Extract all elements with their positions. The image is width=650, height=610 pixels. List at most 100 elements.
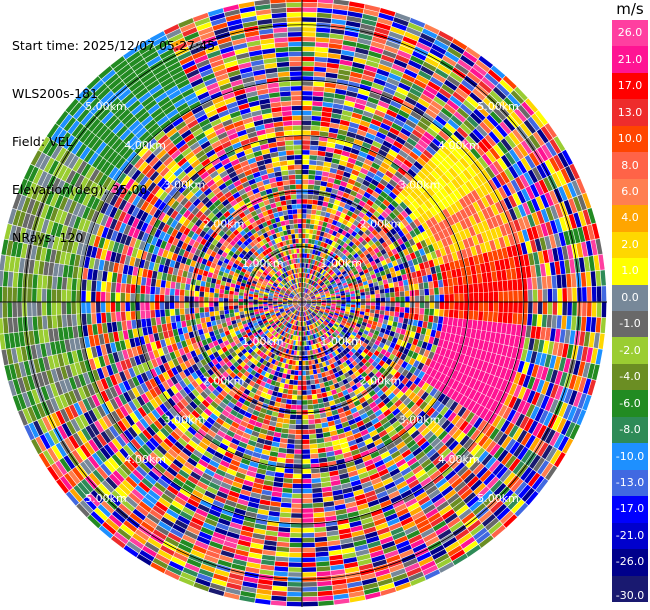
ppi-cell <box>322 278 328 283</box>
ppi-cell <box>366 246 374 253</box>
ppi-cell <box>484 73 499 86</box>
ppi-cell <box>302 459 311 464</box>
ppi-cell <box>310 275 314 280</box>
ppi-cell <box>506 246 514 258</box>
ppi-cell <box>375 293 380 298</box>
ppi-cell <box>321 264 326 269</box>
ppi-cell <box>310 219 315 225</box>
ppi-cell <box>302 2 318 8</box>
ppi-cell <box>419 116 432 127</box>
ppi-cell <box>451 178 461 189</box>
ppi-cell <box>314 240 319 245</box>
ppi-cell <box>388 243 396 251</box>
ppi-cell <box>500 100 514 114</box>
ppi-cell <box>272 436 281 443</box>
ppi-cell <box>459 157 470 169</box>
ppi-cell <box>419 153 430 163</box>
ppi-cell <box>434 213 442 223</box>
ppi-cell <box>290 370 295 375</box>
ppi-cell <box>314 527 327 533</box>
ppi-cell <box>311 254 315 260</box>
ppi-cell <box>384 113 396 123</box>
ppi-cell <box>305 295 309 299</box>
ppi-cell <box>485 194 495 206</box>
ppi-cell <box>503 302 509 313</box>
ppi-cell <box>313 507 325 513</box>
ppi-cell <box>421 221 430 231</box>
ppi-cell <box>435 134 447 145</box>
ppi-cell <box>346 162 355 169</box>
ppi-cell <box>543 177 553 192</box>
ppi-cell <box>448 286 454 294</box>
ppi-cell <box>385 153 396 162</box>
ppi-cell <box>302 66 314 72</box>
ppi-cell <box>524 154 536 169</box>
ppi-cell <box>334 418 342 425</box>
ppi-cell <box>395 270 402 277</box>
ppi-cell <box>302 483 312 489</box>
ppi-cell <box>302 204 307 209</box>
ppi-cell <box>434 302 440 309</box>
ppi-cell <box>315 383 321 389</box>
ppi-cell <box>566 315 572 330</box>
ppi-cell <box>312 369 318 375</box>
ppi-cell <box>325 273 330 278</box>
ppi-cell <box>362 280 368 286</box>
ppi-cell <box>330 224 336 231</box>
ppi-cell <box>402 100 415 111</box>
ppi-cell <box>512 279 518 291</box>
ppi-cell <box>358 211 366 219</box>
ppi-cell <box>321 247 326 253</box>
ppi-cell <box>395 296 400 302</box>
ppi-cell <box>488 302 494 312</box>
ppi-cell <box>496 83 510 97</box>
ppi-cell <box>514 108 527 122</box>
ppi-cell <box>289 374 295 380</box>
ppi-cell <box>503 235 511 247</box>
ppi-cell <box>276 417 284 423</box>
ppi-cell <box>408 238 416 246</box>
ppi-cell <box>327 276 333 281</box>
ppi-cell <box>471 235 480 246</box>
ppi-cell <box>397 322 403 329</box>
ppi-cell <box>334 248 340 255</box>
ppi-cell <box>499 121 512 135</box>
ppi-cell <box>405 254 412 262</box>
ppi-cell <box>435 249 442 258</box>
ppi-cell <box>302 365 306 371</box>
ppi-cell <box>303 292 305 298</box>
ppi-cell <box>384 82 398 91</box>
ppi-cell <box>365 298 371 302</box>
ppi-cell <box>297 395 302 400</box>
ppi-cell <box>323 436 332 443</box>
ppi-cell <box>582 302 587 317</box>
ppi-cell <box>350 148 360 155</box>
ppi-cell <box>352 281 358 286</box>
ppi-cell <box>329 279 335 284</box>
ppi-cell <box>351 267 357 273</box>
ppi-cell <box>313 81 325 87</box>
ppi-cell <box>332 444 342 451</box>
ppi-cell <box>313 86 325 92</box>
ppi-cell <box>264 535 278 542</box>
ppi-cell <box>318 280 323 285</box>
ppi-cell <box>293 473 302 479</box>
ppi-cell <box>302 518 314 523</box>
ppi-cell <box>316 298 321 300</box>
ppi-cell <box>489 147 501 160</box>
ppi-cell <box>315 295 321 298</box>
ppi-cell <box>340 268 346 273</box>
ppi-cell <box>380 297 386 302</box>
ppi-cell <box>302 508 314 513</box>
ppi-cell <box>411 271 417 279</box>
ppi-cell <box>303 263 306 268</box>
ppi-cell <box>390 271 397 278</box>
ppi-cell <box>410 302 415 308</box>
ppi-cell <box>312 249 316 255</box>
ppi-cell <box>475 244 482 255</box>
ppi-cell <box>314 531 327 538</box>
ppi-cell <box>303 278 305 283</box>
ppi-cell <box>321 295 326 298</box>
ppi-cell <box>332 9 348 16</box>
ppi-cell <box>425 328 432 336</box>
